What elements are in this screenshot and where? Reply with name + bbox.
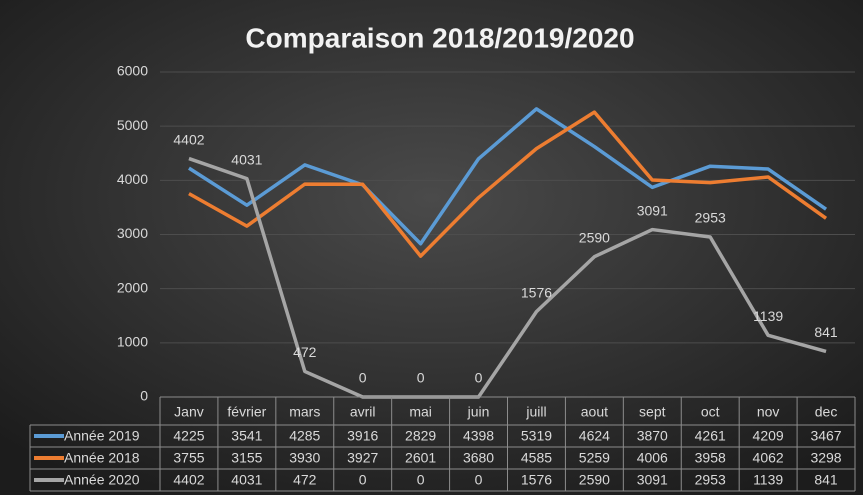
data-label: 0 <box>475 370 483 386</box>
data-label: 1576 <box>521 284 552 300</box>
table-cell: 3755 <box>173 450 204 466</box>
table-cell: 4225 <box>173 428 204 444</box>
x-tick-label: mai <box>409 404 432 420</box>
table-cell: 841 <box>814 472 838 488</box>
data-label: 4031 <box>231 151 262 167</box>
x-tick-label: juin <box>467 404 490 420</box>
table-cell: 3298 <box>810 450 841 466</box>
data-label: 4402 <box>173 131 204 147</box>
table-cell: 4062 <box>753 450 784 466</box>
data-label: 2590 <box>579 229 610 245</box>
y-tick-label: 2000 <box>117 279 148 295</box>
x-tick-label: nov <box>757 404 780 420</box>
x-tick-label: mars <box>289 404 320 420</box>
x-tick-label: oct <box>701 404 720 420</box>
series-line <box>188 107 828 246</box>
table-cell: 3680 <box>463 450 494 466</box>
data-label: 0 <box>417 370 425 386</box>
y-tick-label: 0 <box>140 388 148 404</box>
table-cell: 4402 <box>173 472 204 488</box>
table-cell: 3958 <box>695 450 726 466</box>
table-cell: 1576 <box>521 472 552 488</box>
data-label: 1139 <box>753 308 783 324</box>
table-cell: 2829 <box>405 428 436 444</box>
table-cell: 3930 <box>289 450 320 466</box>
table-cell: 4006 <box>637 450 668 466</box>
table-cell: 4585 <box>521 450 552 466</box>
data-label: 3091 <box>637 202 668 218</box>
table-cell: 3870 <box>637 428 668 444</box>
series-line <box>188 156 827 399</box>
table-cell: 3541 <box>231 428 262 444</box>
table-cell: 4209 <box>753 428 784 444</box>
y-tick-label: 5000 <box>117 117 148 133</box>
table-cell: 5319 <box>521 428 552 444</box>
y-tick-label: 6000 <box>117 63 148 79</box>
table-cell: 4285 <box>289 428 320 444</box>
x-tick-label: aout <box>581 404 608 420</box>
data-label: 2953 <box>695 210 726 226</box>
x-tick-label: Janv <box>174 404 204 420</box>
x-tick-label: février <box>227 404 266 420</box>
legend-label: Année 2020 <box>64 472 140 488</box>
table-cell: 2590 <box>579 472 610 488</box>
data-label: 472 <box>293 344 317 360</box>
y-tick-label: 3000 <box>117 225 148 241</box>
table-cell: 3091 <box>637 472 668 488</box>
table-cell: 3927 <box>347 450 378 466</box>
x-tick-label: avril <box>350 404 376 420</box>
legend-label: Année 2018 <box>64 450 140 466</box>
table-cell: 4398 <box>463 428 494 444</box>
table-cell: 2953 <box>695 472 726 488</box>
table-cell: 4031 <box>231 472 262 488</box>
table-cell: 2601 <box>405 450 436 466</box>
table-cell: 5259 <box>579 450 610 466</box>
table-cell: 4624 <box>579 428 610 444</box>
table-cell: 0 <box>417 472 425 488</box>
table-cell: 4261 <box>695 428 726 444</box>
table-cell: 0 <box>359 472 367 488</box>
table-cell: 1139 <box>753 472 783 488</box>
legend-label: Année 2019 <box>64 428 140 444</box>
data-label: 0 <box>359 370 367 386</box>
data-label: 841 <box>814 324 838 340</box>
chart-title: Comparaison 2018/2019/2020 <box>245 22 634 53</box>
table-cell: 0 <box>475 472 483 488</box>
x-tick-label: sept <box>639 404 666 420</box>
x-tick-label: juill <box>525 404 546 420</box>
table-cell: 3155 <box>231 450 262 466</box>
table-cell: 3916 <box>347 428 378 444</box>
table-cell: 472 <box>293 472 317 488</box>
y-tick-label: 1000 <box>117 334 148 350</box>
series-line <box>188 110 828 258</box>
x-tick-label: dec <box>815 404 838 420</box>
y-tick-label: 4000 <box>117 171 148 187</box>
table-cell: 3467 <box>810 428 841 444</box>
